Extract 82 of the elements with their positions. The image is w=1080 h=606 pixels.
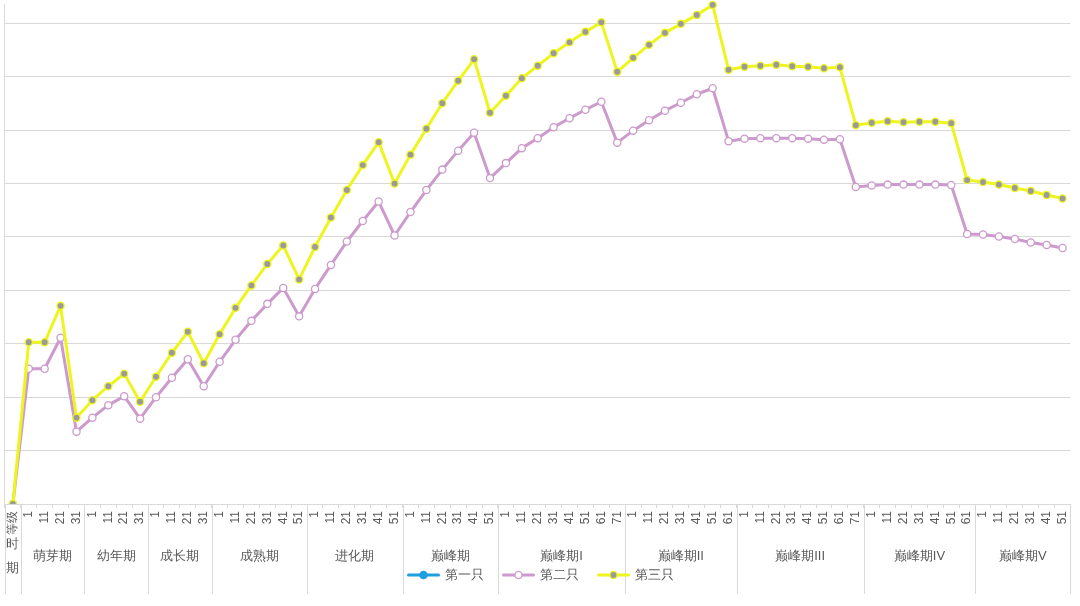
legend-label: 第三只 — [634, 566, 674, 582]
x-tick-label: 31 — [1023, 510, 1038, 525]
x-tick-label: 21 — [116, 510, 131, 525]
x-tick-label: 51 — [577, 510, 592, 525]
x-tick-label: 1 — [21, 510, 36, 518]
x-tick-label: 51 — [1054, 510, 1069, 525]
x-tick-label: 51 — [482, 510, 497, 525]
x-tick-label: 71 — [609, 510, 624, 525]
text: 巅峰期I — [540, 547, 583, 563]
x-tick-label: 61 — [959, 510, 974, 525]
x-tick-label: 11 — [991, 510, 1006, 524]
x-tick-label: 31 — [259, 510, 274, 525]
x-tick-label: 11 — [641, 510, 656, 524]
x-tick-label: 51 — [816, 510, 831, 525]
x-tick-label: 21 — [1007, 510, 1022, 525]
x-tick-label: 等级 — [5, 511, 20, 535]
x-tick-label: 31 — [450, 510, 465, 525]
x-tick-label: 61 — [832, 510, 847, 525]
x-tick-label: 31 — [784, 510, 799, 525]
x-tick-label: 41 — [275, 510, 290, 525]
x-tick-label: 41 — [466, 510, 481, 525]
x-tick-label: 31 — [673, 510, 688, 525]
x-tick-label: 51 — [704, 510, 719, 525]
x-tick-label: 31 — [911, 510, 926, 525]
x-tick-label: 21 — [180, 510, 195, 525]
x-tick-label: 41 — [927, 510, 942, 525]
x-tick-label: 11 — [36, 510, 51, 524]
x-tick-label: 31 — [68, 510, 83, 525]
x-tick-label: 41 — [689, 510, 704, 525]
x-tick-label: 11 — [323, 510, 338, 524]
legend-label: 第一只 — [444, 566, 484, 582]
x-tick-label: 1 — [402, 510, 417, 518]
text: 幼年期 — [96, 547, 136, 563]
text: 巅峰期II — [657, 547, 704, 563]
x-tick-label: 21 — [339, 510, 354, 525]
x-tick-label: 21 — [434, 510, 449, 525]
x-tick-label: 21 — [52, 510, 67, 525]
x-tick-label: 11 — [418, 510, 433, 524]
x-tick-label: 51 — [943, 510, 958, 525]
x-tick-label: 21 — [657, 510, 672, 525]
x-tick-label: 1 — [864, 510, 879, 518]
text: 进化期 — [335, 547, 375, 563]
x-tick-label: 11 — [879, 510, 894, 524]
x-tick-label: 51 — [386, 510, 401, 525]
x-tick-label: 11 — [164, 510, 179, 524]
x-tick-label: 51 — [291, 510, 306, 525]
x-tick-label: 11 — [100, 510, 115, 524]
x-tick-label: 41 — [561, 510, 576, 525]
x-tick-label: 31 — [545, 510, 560, 525]
x-tick-label: 31 — [355, 510, 370, 525]
x-tick-label: 1 — [307, 510, 322, 518]
x-tick-label: 11 — [752, 510, 767, 524]
x-tick-label: 1 — [975, 510, 990, 518]
text: 巅峰期 — [430, 547, 470, 563]
x-tick-label: 61 — [720, 510, 735, 525]
text: 萌芽期 — [33, 547, 73, 563]
x-tick-label: 21 — [768, 510, 783, 525]
x-tick-label: 21 — [243, 510, 258, 525]
x-tick-label: 31 — [196, 510, 211, 525]
x-tick-label: 1 — [211, 510, 226, 518]
x-tick-label: 21 — [530, 510, 545, 525]
x-tick-label: 31 — [132, 510, 147, 525]
x-tick-label: 11 — [514, 510, 529, 524]
x-tick-label: 1 — [84, 510, 99, 518]
x-tick-label: 21 — [895, 510, 910, 525]
x-tick-label: 41 — [370, 510, 385, 525]
text: 巅峰期V — [998, 547, 1047, 563]
x-tick-label: 41 — [800, 510, 815, 525]
x-tick-label: 1 — [148, 510, 163, 518]
text: 成长期 — [160, 547, 200, 563]
x-tick-label: 11 — [227, 510, 242, 524]
text: 成熟期 — [239, 547, 279, 563]
text: 巅峰期IV — [893, 547, 946, 563]
text: 时期 — [6, 535, 20, 575]
text: 巅峰期III — [775, 547, 826, 563]
x-tick-label: 61 — [593, 510, 608, 525]
x-tick-label: 71 — [848, 510, 863, 525]
x-tick-label: 1 — [736, 510, 751, 518]
x-tick-label: 41 — [1038, 510, 1053, 525]
legend-label: 第二只 — [539, 566, 579, 582]
x-tick-label: 1 — [498, 510, 513, 518]
x-tick-label: 1 — [625, 510, 640, 518]
